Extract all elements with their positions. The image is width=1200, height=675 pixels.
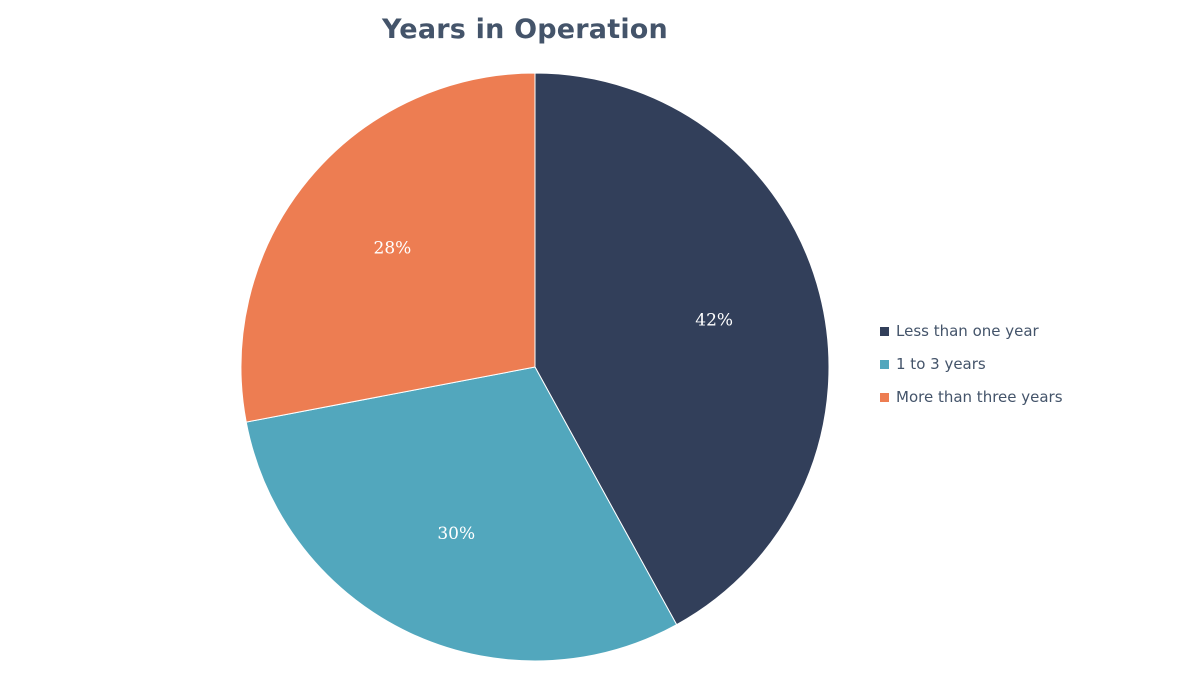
pie-slice-less-than-one-year[interactable] [534, 72, 830, 626]
legend-swatch [880, 326, 889, 336]
legend: Less than one year 1 to 3 years More tha… [880, 320, 1063, 419]
legend-label: 1 to 3 years [896, 355, 986, 373]
legend-label: More than three years [896, 388, 1063, 406]
legend-item-less-than-one-year[interactable]: Less than one year [880, 320, 1063, 342]
legend-swatch [880, 392, 889, 402]
legend-item-more-than-three-years[interactable]: More than three years [880, 386, 1063, 408]
slice-label-1-to-3-years: 30% [437, 524, 475, 544]
slice-label-more-than-three-years: 28% [374, 239, 412, 259]
legend-swatch [880, 359, 889, 369]
slice-label-less-than-one-year: 42% [695, 310, 733, 330]
pie-slice-more-than-three-years[interactable] [240, 72, 536, 423]
pie-slices [240, 72, 830, 662]
legend-item-1-to-3-years[interactable]: 1 to 3 years [880, 353, 1063, 375]
chart-title: Years in Operation [382, 14, 668, 45]
pie-slice-1-to-3-years[interactable] [245, 366, 678, 662]
legend-label: Less than one year [896, 322, 1039, 340]
pie-labels: 42% 30% 28% [374, 239, 734, 544]
